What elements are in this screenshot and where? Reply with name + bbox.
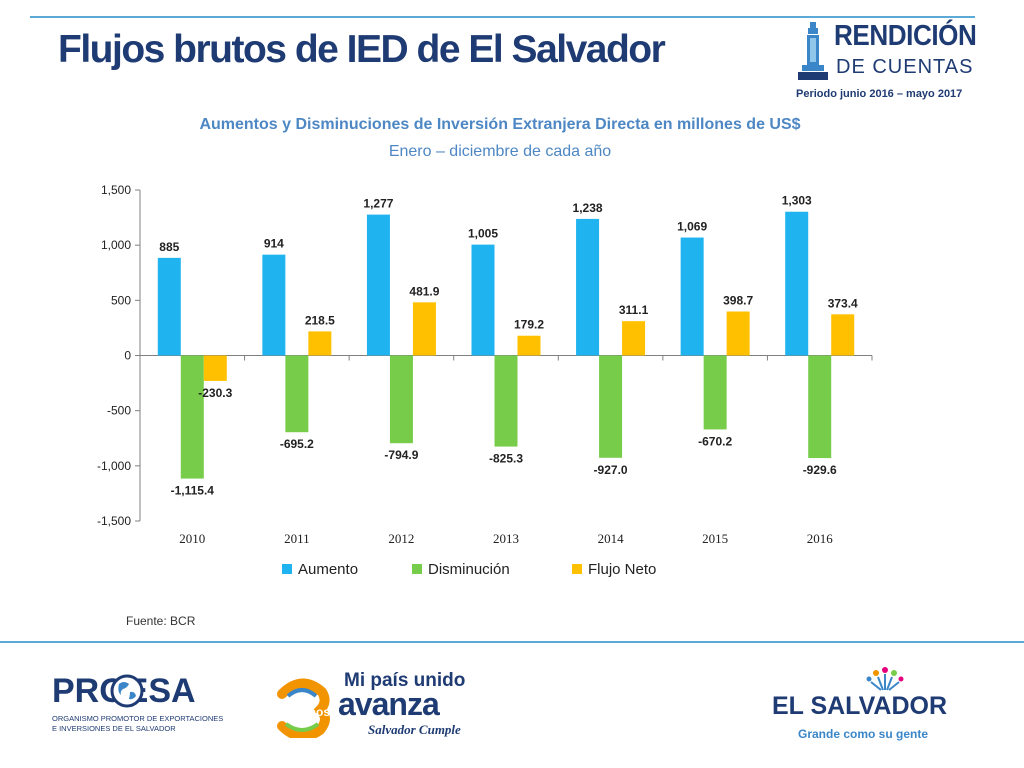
bar-aumento [471, 244, 495, 356]
avanza-line-3: Salvador Cumple [368, 722, 461, 737]
legend-label: Flujo Neto [588, 561, 656, 578]
proesa-tagline: ORGANISMO PROMOTOR DE EXPORTACIONES E IN… [52, 714, 224, 733]
bar-aumento [366, 214, 390, 356]
bar-aumento [680, 237, 704, 356]
y-tick-label: -1,000 [97, 459, 131, 473]
bar-disminucion [180, 355, 204, 479]
el-salvador-wordmark: EL SALVADOR [772, 692, 948, 720]
bar-disminucion [494, 355, 518, 447]
avanza-line-2: avanza [338, 686, 440, 722]
proesa-logo: PROESA ORGANISMO PROMOTOR DE EXPORTACION… [52, 672, 232, 742]
x-tick-label: 2013 [493, 531, 519, 546]
bar-aumento [785, 211, 809, 356]
chart-subtitle: Enero – diciembre de cada año [388, 143, 612, 160]
badge-line-2: DE CUENTAS [836, 56, 974, 78]
y-tick-label: -1,500 [97, 514, 131, 528]
data-label: 218.5 [305, 313, 335, 327]
bar-disminucion [703, 355, 727, 430]
page-title: Flujos brutos de IED de El Salvador [58, 28, 666, 71]
avanza-line-1: Mi país unido [344, 670, 466, 691]
legend-swatch [282, 564, 292, 574]
data-label: 885 [159, 240, 179, 254]
bar-flujo-neto [308, 331, 332, 356]
y-tick-label: 500 [111, 293, 131, 307]
rendicion-badge: RENDICIÓN DE CUENTAS Periodo junio 2016 … [796, 20, 996, 102]
bar-aumento [576, 218, 600, 356]
data-label: -670.2 [698, 434, 732, 448]
bar-aumento [157, 257, 181, 356]
monument-icon [798, 22, 828, 80]
data-label: 481.9 [409, 284, 439, 298]
data-label: -230.3 [198, 386, 232, 400]
badge-line-1: RENDICIÓN [834, 20, 977, 52]
data-label: 373.4 [828, 296, 858, 310]
bottom-divider [0, 641, 1024, 643]
chart-title: Aumentos y Disminuciones de Inversión Ex… [199, 116, 801, 133]
bar-flujo-neto [203, 355, 227, 381]
avanza-logo: 3 años Mi país unido avanza Salvador Cum… [272, 668, 472, 744]
globe-icon [110, 674, 144, 708]
x-tick-label: 2016 [807, 531, 834, 546]
source-note: Fuente: BCR [126, 614, 196, 628]
data-label: 1,303 [782, 194, 812, 208]
y-tick-label: 0 [124, 349, 131, 363]
data-label: 1,238 [573, 201, 603, 215]
legend-swatch [572, 564, 582, 574]
data-label: -695.2 [280, 437, 314, 451]
bar-flujo-neto [412, 302, 436, 356]
three-years-icon: 3 años [277, 678, 330, 738]
data-label: 398.7 [723, 294, 753, 308]
x-tick-label: 2012 [388, 531, 414, 546]
legend-label: Aumento [298, 561, 358, 578]
data-label: -1,115.4 [171, 484, 215, 498]
bar-flujo-neto [726, 311, 750, 356]
bar-flujo-neto [517, 335, 541, 356]
flower-icon [866, 667, 904, 691]
y-tick-label: 1,000 [101, 238, 131, 252]
data-label: 1,277 [363, 197, 393, 211]
bar-chart: 1,500 1,000 500 0 -500 -1,000 -1,500 2010 885 -1,… [97, 183, 873, 578]
data-label: 1,069 [677, 220, 707, 234]
y-tick-label: 1,500 [101, 183, 131, 197]
data-label: -794.9 [384, 448, 418, 462]
x-tick-label: 2011 [284, 531, 310, 546]
bar-flujo-neto [622, 321, 646, 356]
bar-disminucion [808, 355, 832, 459]
data-label: -927.0 [594, 463, 628, 477]
el-salvador-logo: EL SALVADOR Grande como su gente [772, 664, 982, 748]
data-label: 1,005 [468, 227, 498, 241]
bar-aumento [262, 254, 286, 356]
bar-flujo-neto [831, 314, 855, 356]
bar-disminucion [389, 355, 413, 444]
bar-disminucion [599, 355, 623, 458]
data-label: 914 [264, 237, 284, 251]
legend-label: Disminución [428, 561, 510, 578]
legend-swatch [412, 564, 422, 574]
bar-disminucion [285, 355, 309, 433]
svg-text:3 años: 3 años [292, 705, 330, 719]
x-tick-label: 2015 [702, 531, 728, 546]
data-label: -929.6 [803, 463, 837, 477]
top-divider [30, 16, 975, 18]
y-tick-label: -500 [107, 404, 131, 418]
x-tick-label: 2014 [598, 531, 625, 546]
el-salvador-tagline: Grande como su gente [798, 727, 929, 741]
badge-period: Periodo junio 2016 – mayo 2017 [796, 88, 963, 100]
data-label: 179.2 [514, 318, 544, 332]
data-label: 311.1 [619, 303, 649, 317]
data-label: -825.3 [489, 452, 523, 466]
x-tick-label: 2010 [179, 531, 205, 546]
